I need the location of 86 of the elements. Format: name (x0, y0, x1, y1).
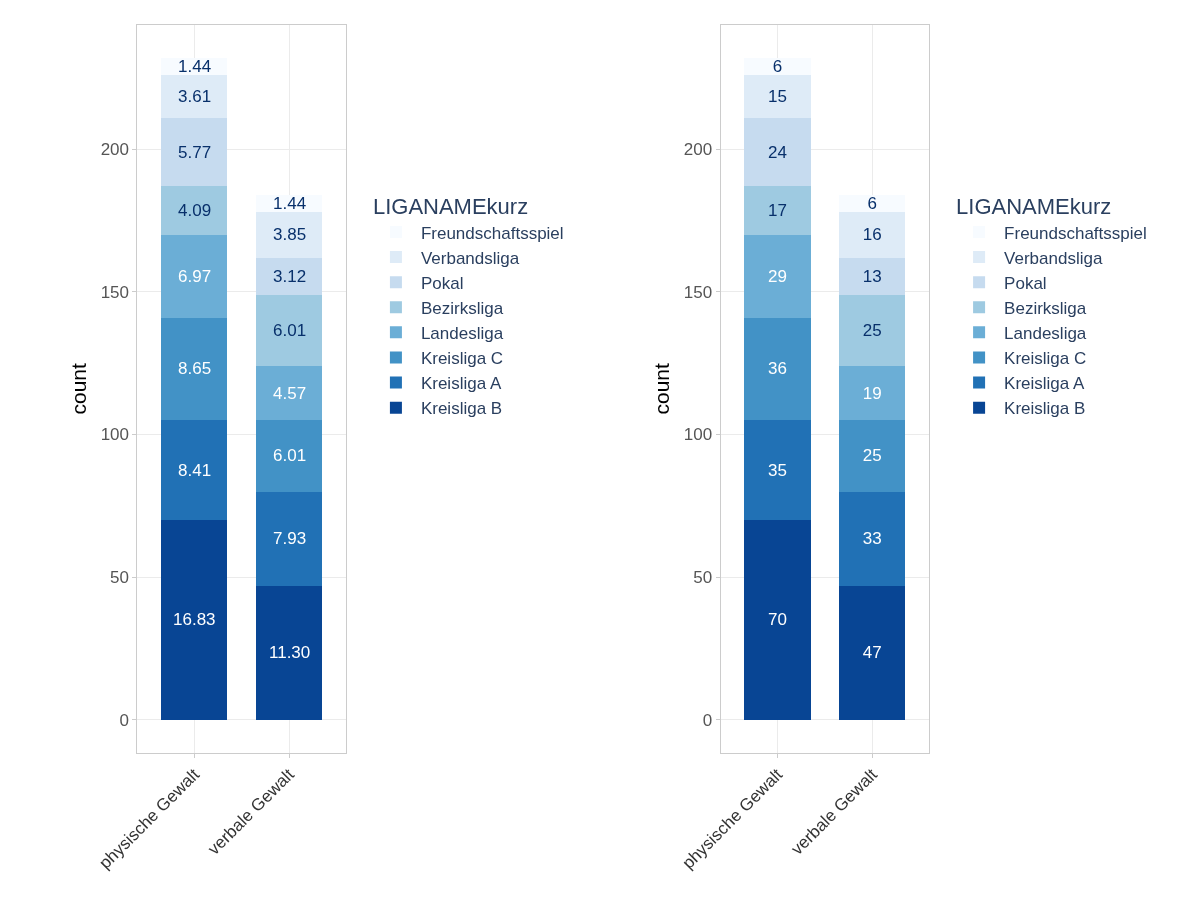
data-label: 13 (862, 266, 882, 286)
y-tick-label: 100 (683, 425, 713, 445)
y-tick-label: 100 (100, 425, 130, 445)
annotation: 7.93 (273, 529, 307, 548)
bar (161, 520, 228, 720)
bar (744, 117, 811, 187)
legend-label: Pokal (420, 273, 464, 293)
bar (255, 491, 323, 586)
bar (744, 234, 811, 318)
y-tick-label: 150 (683, 282, 713, 302)
legend-label: Landesliga (1004, 323, 1087, 343)
legend-label: Pokal (1004, 273, 1047, 293)
legend-label: Verbandsliga (420, 248, 520, 268)
data-label: 24 (767, 142, 787, 162)
annotation: 1.44 (273, 194, 307, 213)
annotation: 16.83 (173, 610, 216, 629)
data-label: 29 (767, 266, 787, 286)
legend-label: Bezirksliga (420, 298, 504, 318)
bar (839, 491, 906, 586)
legend-label: Landesliga (420, 323, 504, 343)
annotation: 8.65 (178, 359, 212, 378)
legend-label: Kreisliga C (1004, 349, 1087, 369)
legend-label: Bezirksliga (1004, 298, 1087, 318)
bar (161, 420, 228, 521)
annotation: 5.77 (178, 143, 212, 162)
annotation: 6.97 (178, 267, 212, 286)
annotation: 3.85 (273, 225, 307, 244)
data-label: 36 (767, 359, 787, 379)
y-tick-label: 200 (100, 140, 130, 160)
bar (255, 420, 323, 492)
legend-label: Kreisliga A (420, 374, 502, 394)
data-label: 47 (862, 643, 882, 663)
annotation: 3.12 (273, 267, 307, 286)
y-axis-title: count (66, 363, 90, 415)
data-label: 25 (862, 446, 882, 466)
annotation: 6.01 (273, 321, 307, 340)
y-tick-label: 0 (702, 710, 713, 730)
legend-label: Kreisliga B (1004, 399, 1086, 419)
bar (744, 186, 811, 235)
bar (255, 257, 323, 295)
bar (255, 585, 323, 720)
legend-label: Verbandsliga (1004, 248, 1103, 268)
legend-title: LIGANAMEkurz (956, 194, 1112, 220)
data-label: 6 (772, 57, 783, 77)
annotation: 4.09 (178, 201, 212, 220)
y-tick-label: 50 (693, 568, 713, 588)
annotation: 3.61 (178, 87, 212, 106)
legend-label: Freundschaftsspiel (420, 223, 564, 243)
data-label: 6 (867, 193, 877, 213)
annotation: 8.41 (178, 461, 212, 480)
bar (161, 234, 228, 318)
bar (744, 520, 811, 720)
bar (839, 420, 906, 492)
bar (161, 186, 228, 235)
bar (839, 294, 906, 367)
bar (744, 420, 811, 521)
data-label: 15 (767, 87, 787, 107)
annotation: 6.01 (273, 446, 307, 465)
data-label: 70 (767, 610, 787, 630)
legend-label: Kreisliga A (1004, 374, 1086, 394)
data-label: 16 (862, 225, 882, 245)
legend-title: LIGANAMEkurz (372, 194, 529, 220)
y-tick-label: 0 (119, 710, 130, 730)
y-tick-label: 50 (110, 568, 130, 588)
bar (161, 117, 228, 187)
y-tick-label: 200 (683, 140, 713, 160)
legend-label: Kreisliga C (420, 349, 504, 369)
y-axis-title: count (649, 363, 673, 415)
bar (161, 317, 228, 421)
bar (255, 366, 323, 421)
data-label: 25 (862, 320, 882, 340)
data-label: 35 (767, 460, 787, 480)
annotation: 4.57 (273, 384, 307, 403)
bar (255, 294, 323, 367)
legend-label: Freundschaftsspiel (1004, 223, 1147, 243)
annotation: 11.30 (269, 643, 311, 662)
bar (839, 366, 906, 421)
y-tick-label: 150 (100, 282, 130, 302)
data-label: 17 (767, 201, 787, 221)
bar (839, 257, 906, 295)
data-label: 19 (862, 383, 882, 403)
bar (744, 317, 811, 421)
bar (839, 585, 906, 720)
legend-label: Kreisliga B (420, 399, 503, 419)
annotation: 1.44 (178, 57, 212, 76)
data-label: 33 (862, 529, 882, 549)
